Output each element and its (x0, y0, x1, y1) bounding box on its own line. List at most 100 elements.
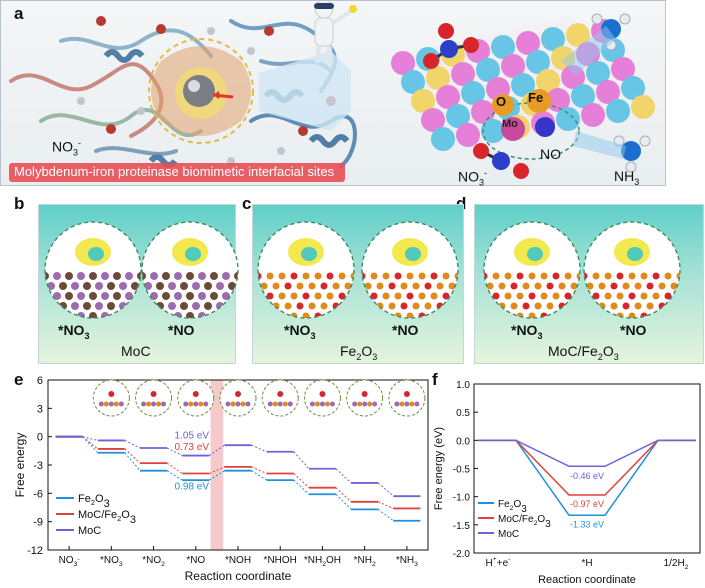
her-annotation: -0.46 eV (570, 471, 604, 481)
surface-atom (581, 103, 605, 127)
energy-connector-MoC/Fe2O3 (124, 448, 141, 464)
panel-d-caption-main: MoC/Fe (548, 343, 598, 359)
no3-label-left-main: NO (52, 138, 73, 155)
panel-c-no3-main: *NO (284, 322, 311, 338)
panel-d-no3-main: *NO (511, 322, 538, 338)
banner-background (9, 163, 345, 182)
surface-atom (481, 119, 505, 143)
energy-connector-MoC (335, 468, 352, 484)
her-profile-MoC (478, 439, 696, 467)
energy-connector-Fe2O3 (335, 493, 352, 510)
x-tick-label: H++e- (486, 556, 511, 569)
panel-a: Molybdenum-iron proteinase biomimetic in… (0, 0, 666, 188)
energy-connector-MoC/Fe2O3 (209, 466, 225, 474)
surface-atom (436, 85, 460, 109)
nh3-label-sub: 3 (634, 176, 640, 187)
scientist-figure (314, 0, 357, 64)
rds-highlight-band (210, 380, 224, 550)
no3-label-left-sub: 3 (73, 147, 79, 158)
y-tick-label: -0.5 (453, 465, 471, 476)
surface-atom (421, 108, 445, 132)
energy-connector-Fe2O3 (293, 479, 310, 495)
adsorption-snapshot (361, 221, 459, 319)
intermediate-snapshot (346, 379, 384, 417)
legend-label: MoC/Fe2O3 (498, 514, 551, 530)
y-tick-label: -6 (33, 488, 43, 500)
her-annotation: -1.33 eV (570, 519, 604, 529)
panel-d-caption: MoC/Fe2O3 (548, 343, 619, 362)
panel-c-no-label: *NO (392, 322, 419, 338)
energy-connector-Fe2O3 (251, 470, 267, 481)
energy-connector-MoC/Fe2O3 (377, 501, 394, 509)
panel-d-no3-sub: 3 (537, 330, 543, 341)
no3-label-left: NO3- (52, 138, 81, 157)
surface-atom (541, 27, 565, 51)
panel-d-no-label: *NO (620, 322, 647, 338)
surface-atom (556, 107, 580, 131)
no3-molecule-top (423, 23, 479, 69)
no-label: NO (540, 146, 561, 162)
y-tick-label: -2.0 (453, 549, 471, 560)
y-tick-label: 3 (37, 403, 43, 415)
energy-connector-MoC (293, 451, 310, 470)
energy-connector-MoC/Fe2O3 (166, 462, 183, 474)
energy-connector-MoC (377, 482, 394, 497)
active-site-cofactor (148, 38, 254, 144)
panel-c-caption-main: Fe (340, 343, 357, 359)
energy-connector-MoC/Fe2O3 (335, 487, 352, 503)
panel-label-d: d (456, 194, 466, 214)
x-tick-label: *NHOH (264, 555, 297, 566)
legend-label: MoC (498, 529, 519, 540)
x-tick-label: *H (581, 558, 592, 569)
intermediate-snapshot (135, 379, 173, 417)
her-annotation: -0.97 eV (570, 499, 604, 509)
no3-label-left-sup: - (78, 138, 82, 148)
energy-connector-MoC/Fe2O3 (251, 466, 267, 474)
energy-connector-Fe2O3 (82, 436, 99, 454)
surface-atom (536, 69, 560, 93)
no3-label-right-sup: - (484, 168, 488, 178)
energy-connector-MoC (209, 444, 225, 456)
surface-atom (571, 84, 595, 108)
atom-o-label: O (496, 94, 507, 109)
adsorption-snapshot (483, 221, 581, 319)
x-tick-label: *NO (186, 555, 205, 566)
panel-label-f: f (432, 370, 438, 389)
banner-text: Molybdenum-iron proteinase biomimetic in… (14, 164, 335, 179)
adsorption-snapshots (44, 221, 681, 319)
panel-label-b: b (14, 194, 25, 213)
surface-atom (491, 35, 515, 59)
intermediate-snapshot (219, 379, 257, 417)
legend-label: Fe2O3 (498, 499, 527, 515)
surface-atom (621, 76, 645, 100)
intermediate-snapshot (303, 379, 341, 417)
legend-label: Fe2O3 (78, 493, 110, 510)
active-site-ring (482, 102, 580, 160)
no3-label-right-main: NO (458, 168, 479, 185)
panel-b-no3-label: *NO3 (58, 322, 89, 341)
energy-connector-MoC (82, 436, 98, 441)
y-tick-label: -3 (33, 460, 43, 472)
panel-d-caption-mid: O (602, 343, 614, 359)
energy-connector-Fe2O3 (209, 470, 225, 481)
panel-b-no3-sub: 3 (84, 330, 90, 341)
surface-atom (501, 54, 525, 78)
y-tick-label: -1.5 (453, 521, 471, 532)
surface-atom (456, 123, 480, 147)
panel-label-a: a (14, 4, 24, 23)
panel-d-no3-label: *NO3 (511, 322, 542, 341)
surface-atom (596, 80, 620, 104)
chart-e-ylabel: Free energy (13, 433, 27, 498)
panel-b-no-label: *NO (168, 322, 195, 338)
nh3-label: NH3 (614, 168, 639, 187)
panel-c-caption-mid: O (361, 343, 373, 359)
panel-label-e: e (14, 370, 24, 389)
panel-c-no3-sub: 3 (310, 330, 316, 341)
surface-atom (401, 70, 425, 94)
energy-connector-MoC (124, 439, 141, 449)
energy-connector-Fe2O3 (166, 470, 183, 481)
y-tick-label: -9 (33, 517, 43, 529)
surface-atom (411, 89, 435, 113)
no3-label-right-sub: 3 (479, 177, 485, 188)
surface-atom (526, 50, 550, 74)
